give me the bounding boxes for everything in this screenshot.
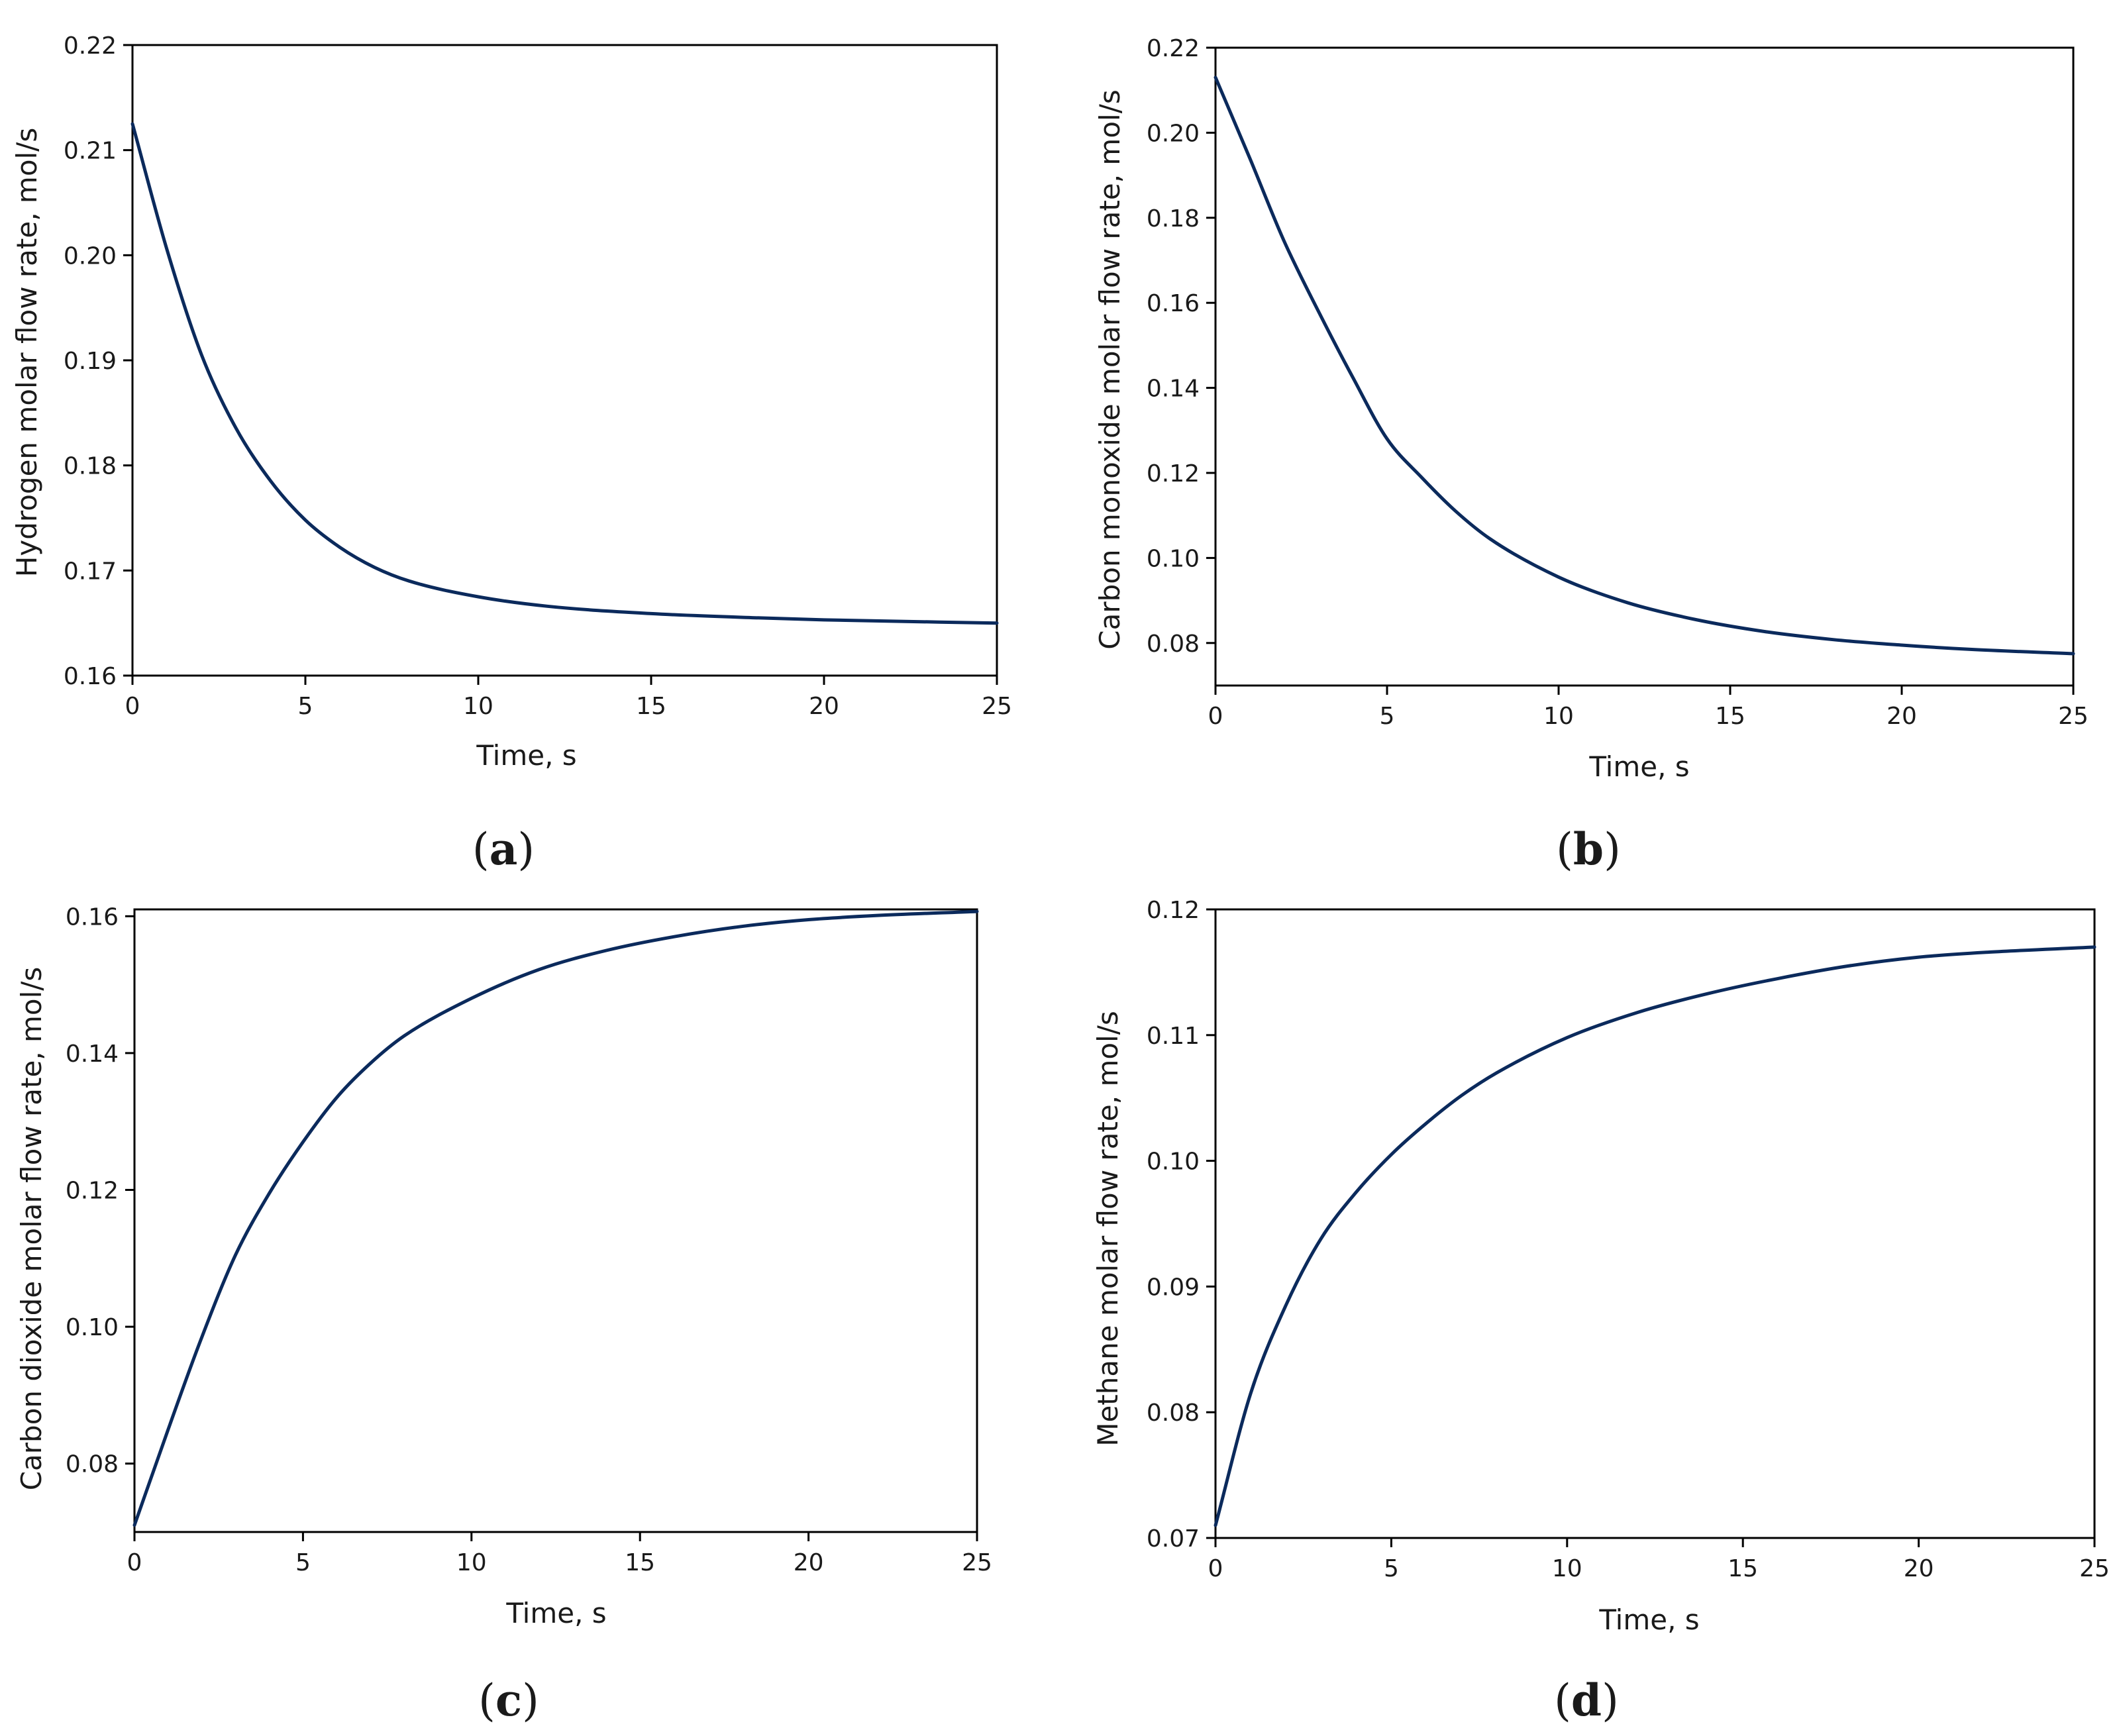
y-tick-label-d-2: 0.09 (1147, 1274, 1200, 1301)
panel-label-c: (c) (478, 1674, 539, 1726)
x-tick-label-d-4: 20 (1904, 1555, 1934, 1582)
y-tick-label-c-4: 0.16 (66, 903, 119, 931)
y-tick-label-d-1: 0.08 (1147, 1400, 1200, 1427)
x-tick-label-a-2: 10 (463, 693, 493, 720)
x-axis-label-c: Time, s (505, 1597, 606, 1629)
x-tick-label-c-4: 20 (794, 1549, 824, 1576)
y-axis-label-a: Hydrogen molar flow rate, mol/s (11, 128, 43, 577)
x-tick-label-b-3: 15 (1715, 703, 1745, 730)
y-tick-label-c-3: 0.14 (66, 1041, 119, 1068)
plot-frame-d (1214, 908, 2096, 1539)
x-axis-label-a: Time, s (476, 739, 576, 772)
x-tick-label-c-5: 25 (962, 1549, 992, 1576)
x-tick-label-d-0: 0 (1208, 1555, 1223, 1582)
x-tick-label-b-0: 0 (1208, 703, 1223, 730)
y-tick-label-a-0: 0.16 (64, 663, 117, 690)
plot-area-c: 0 5 10 15 20 25 0.08 0.10 0.12 0.14 0.16 (66, 903, 992, 1576)
panel-label-b: (b) (1556, 823, 1621, 875)
chart-panel-d: 0 5 10 15 20 25 0.07 0.08 0.09 0.10 0.11 0.12 Time,… (1092, 897, 2110, 1726)
series-line-d-0 (1214, 945, 2096, 1527)
x-tick-label-b-1: 5 (1380, 703, 1395, 730)
x-tick-label-b-2: 10 (1543, 703, 1574, 730)
x-tick-label-d-5: 25 (2079, 1555, 2110, 1582)
y-tick-label-d-5: 0.12 (1147, 897, 1200, 924)
y-tick-label-c-2: 0.12 (66, 1178, 119, 1205)
y-axis-label-b: Carbon monoxide molar flow rate, mol/s (1094, 89, 1126, 649)
x-tick-label-b-5: 25 (2058, 703, 2089, 730)
x-tick-label-a-4: 20 (809, 693, 839, 720)
panel-label-d: (d) (1554, 1674, 1619, 1726)
plot-frame-a (131, 44, 998, 677)
plot-frame-b (1214, 46, 2075, 687)
y-tick-label-a-4: 0.20 (64, 242, 117, 270)
y-axis-label-d: Methane molar flow rate, mol/s (1092, 1011, 1124, 1447)
y-tick-label-a-6: 0.22 (64, 32, 117, 60)
chart-panel-c: 0 5 10 15 20 25 0.08 0.10 0.12 0.14 0.16 Time, s C… (15, 903, 992, 1726)
y-tick-label-a-2: 0.18 (64, 453, 117, 480)
chart-panel-b: 0 5 10 15 20 25 0.08 0.10 0.12 0.14 0.16 0.18 0.20 0.… (1094, 35, 2089, 875)
series-line-b-0 (1214, 76, 2075, 656)
y-axis-label-c: Carbon dioxide molar flow rate, mol/s (15, 967, 48, 1491)
plot-area-a: 0 5 10 15 20 25 0.16 0.17 0.18 0.19 0.20 0.21 0.22 (64, 32, 1012, 720)
x-tick-label-d-1: 5 (1384, 1555, 1399, 1582)
y-tick-label-b-4: 0.16 (1147, 290, 1200, 317)
y-tick-label-d-3: 0.10 (1147, 1149, 1200, 1176)
y-tick-label-b-1: 0.10 (1147, 545, 1200, 572)
panel-label-a: (a) (472, 823, 535, 875)
y-tick-label-c-0: 0.08 (66, 1451, 119, 1478)
y-tick-label-b-0: 0.08 (1147, 631, 1200, 658)
y-tick-label-d-0: 0.07 (1147, 1525, 1200, 1553)
y-tick-label-b-2: 0.12 (1147, 460, 1200, 487)
y-tick-label-c-1: 0.10 (66, 1314, 119, 1341)
y-tick-label-a-5: 0.21 (64, 138, 117, 165)
series-line-c-0 (132, 909, 979, 1527)
chart-panel-a: 0 5 10 15 20 25 0.16 0.17 0.18 0.19 0.20 0.21 0.22 T… (11, 32, 1012, 875)
plot-frame-c (133, 908, 978, 1533)
x-tick-label-c-0: 0 (127, 1549, 142, 1576)
y-tick-label-b-5: 0.18 (1147, 205, 1200, 232)
x-tick-label-c-1: 5 (295, 1549, 311, 1576)
x-tick-label-a-5: 25 (982, 693, 1012, 720)
y-tick-label-d-4: 0.11 (1147, 1023, 1200, 1050)
y-tick-label-b-7: 0.22 (1147, 35, 1200, 62)
x-tick-label-a-3: 15 (636, 693, 666, 720)
plot-area-d: 0 5 10 15 20 25 0.07 0.08 0.09 0.10 0.11 0.12 (1147, 897, 2110, 1582)
x-tick-label-c-2: 10 (456, 1549, 487, 1576)
y-tick-label-b-3: 0.14 (1147, 376, 1200, 403)
x-tick-label-b-4: 20 (1886, 703, 1917, 730)
plot-area-b: 0 5 10 15 20 25 0.08 0.10 0.12 0.14 0.16 0.18 0.20 0.… (1147, 35, 2089, 730)
x-axis-label-d: Time, s (1598, 1604, 1699, 1636)
x-tick-label-d-2: 10 (1552, 1555, 1582, 1582)
series-line-a-0 (130, 122, 999, 625)
x-tick-label-c-3: 15 (625, 1549, 655, 1576)
x-tick-label-a-0: 0 (125, 693, 140, 720)
y-tick-label-a-1: 0.17 (64, 558, 117, 585)
x-tick-label-a-1: 5 (298, 693, 313, 720)
y-tick-label-b-6: 0.20 (1147, 120, 1200, 147)
y-tick-label-a-3: 0.19 (64, 348, 117, 375)
x-tick-label-d-3: 15 (1728, 1555, 1758, 1582)
x-axis-label-b: Time, s (1588, 750, 1689, 783)
